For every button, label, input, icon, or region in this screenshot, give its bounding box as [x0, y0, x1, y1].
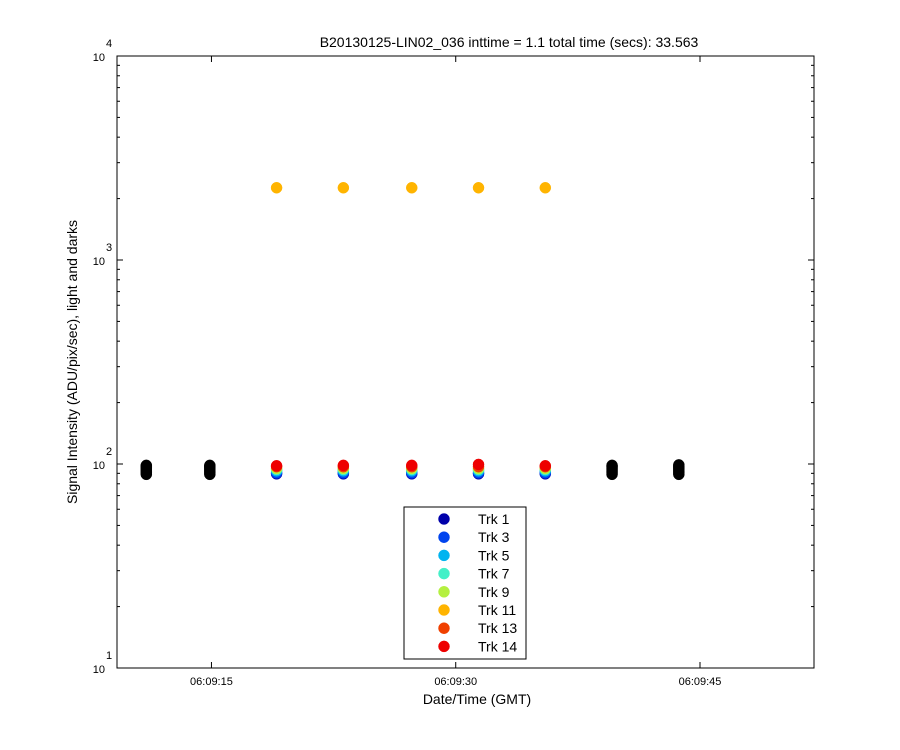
- legend-label: Trk 3: [478, 529, 510, 545]
- legend-label: Trk 5: [478, 547, 510, 563]
- series-group: [140, 459, 685, 481]
- x-tick-label: 06:09:45: [679, 676, 722, 688]
- y-tick-label: 10: [93, 664, 105, 676]
- data-point: [406, 182, 418, 194]
- y-tick-exponent: 4: [106, 38, 112, 50]
- data-point: [270, 182, 283, 194]
- data-point: [140, 459, 153, 472]
- data-point: [539, 460, 552, 472]
- legend-marker: [438, 549, 450, 562]
- legend-marker: [438, 604, 450, 616]
- data-point: [337, 182, 350, 194]
- legend-marker: [438, 513, 450, 525]
- data-point: [539, 182, 552, 194]
- y-tick-label: 10: [93, 52, 105, 64]
- legend-marker: [438, 586, 450, 598]
- chart-title: B20130125-LIN02_036 inttime = 1.1 total …: [320, 34, 699, 50]
- data-point: [270, 460, 283, 472]
- legend-label: Trk 9: [478, 584, 510, 600]
- y-tick-exponent: 1: [106, 650, 112, 662]
- data-point: [204, 459, 216, 472]
- legend-label: Trk 13: [478, 620, 517, 636]
- x-axis: 06:09:15 06:09:30 06:09:45: [190, 56, 721, 688]
- data-point: [673, 459, 685, 471]
- data-point: [472, 458, 485, 471]
- series-group: [270, 182, 552, 194]
- data-points: [140, 182, 685, 481]
- y-tick-label: 10: [93, 256, 105, 268]
- legend-marker: [438, 640, 450, 653]
- data-point: [406, 459, 418, 472]
- y-axis-label: Signal Intensity (ADU/pix/sec), light an…: [64, 220, 80, 504]
- legend: Trk 1 Trk 3 Trk 5 Trk 7 Trk 9 Trk 11 Trk 13 Trk…: [403, 506, 527, 660]
- legend-label: Trk 7: [478, 566, 510, 582]
- data-point: [337, 459, 350, 472]
- y-tick-exponent: 2: [106, 446, 112, 458]
- legend-marker: [438, 531, 450, 543]
- y-tick-exponent: 3: [106, 242, 112, 254]
- x-axis-label: Date/Time (GMT): [423, 691, 531, 707]
- legend-label: Trk 1: [478, 511, 510, 527]
- legend-box: [403, 506, 527, 660]
- x-tick-label: 06:09:15: [190, 676, 233, 688]
- data-point: [606, 459, 618, 472]
- series-group: [270, 458, 552, 472]
- legend-label: Trk 14: [478, 638, 517, 654]
- legend-label: Trk 11: [478, 602, 516, 618]
- data-point: [472, 182, 485, 194]
- legend-marker: [438, 622, 450, 634]
- x-tick-label: 06:09:30: [434, 676, 477, 688]
- y-tick-label: 10: [93, 460, 105, 472]
- legend-marker: [438, 567, 450, 580]
